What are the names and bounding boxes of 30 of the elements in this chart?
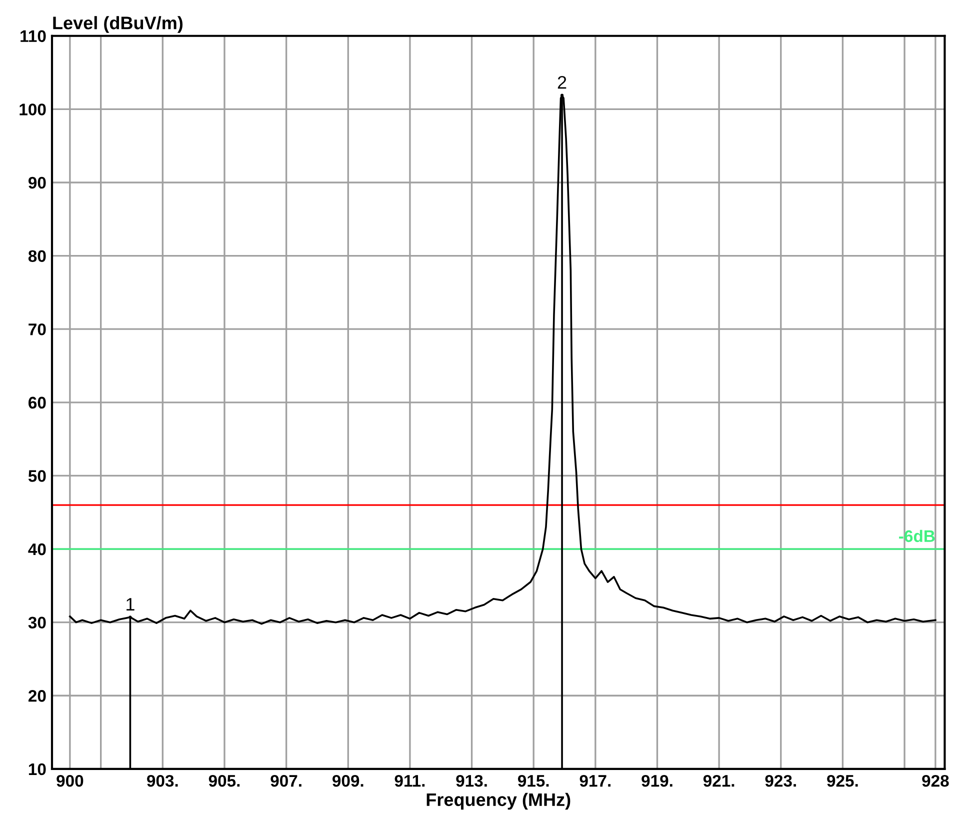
x-tick-label: 911. [394,774,425,787]
x-tick-label: 928 [922,774,949,787]
y-tick-label: 100 [20,104,46,116]
y-tick-label: 90 [28,176,46,189]
y-tick-label: 20 [28,690,46,702]
y-tick-label: 60 [28,396,46,409]
x-tick-label: 919. [642,774,672,787]
ref-line-label: -6dB [899,530,935,542]
annotation: 2 [558,76,566,89]
y-tick-label: 30 [28,616,46,629]
y-tick-label: 80 [28,250,46,262]
x-tick-label: 900 [56,774,84,787]
annotation: 1 [126,598,134,611]
y-tick-label: 10 [28,763,46,776]
x-tick-label: 913. [456,774,487,787]
y-tick-label: 110 [20,30,46,42]
x-tick-label: 917. [580,774,610,787]
x-tick-label: 909. [332,774,364,787]
x-tick-label: 915. [518,774,549,787]
x-tick-label: 907. [270,774,302,787]
x-tick-label: 923. [765,774,796,787]
x-axis-title: Frequency (MHz) [426,792,570,810]
y-tick-label: 50 [28,470,46,482]
x-tick-label: 921. [703,774,734,787]
y-axis-title: Level (dBuV/m) [53,16,183,33]
x-tick-label: 925. [827,774,858,787]
x-tick-label: 903. [147,774,178,787]
x-tick-label: 905. [208,774,240,787]
y-tick-label: 40 [28,543,46,556]
y-tick-label: 70 [28,323,46,336]
